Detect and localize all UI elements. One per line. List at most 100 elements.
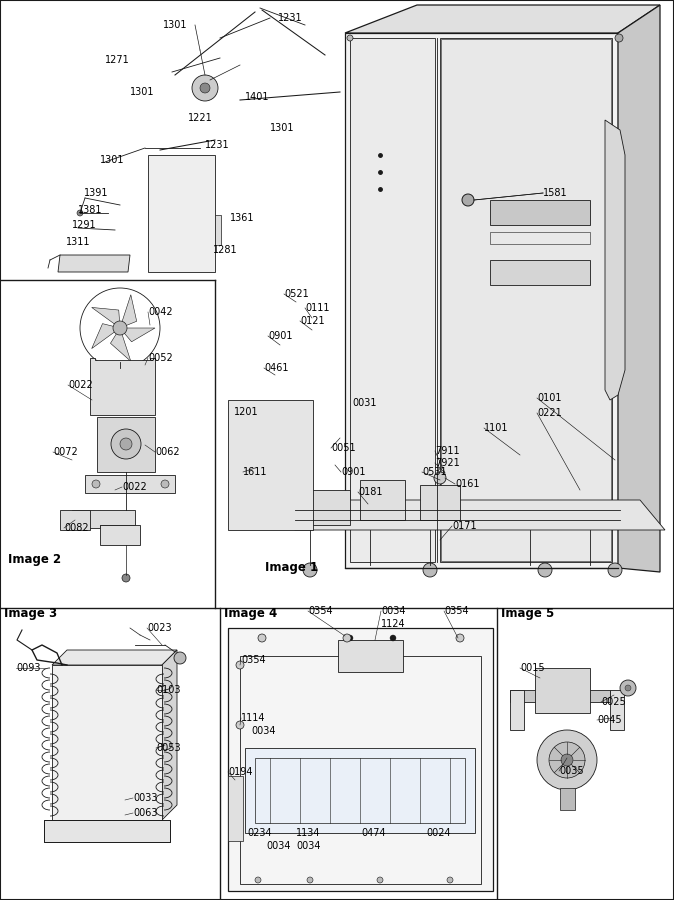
Circle shape — [255, 877, 261, 883]
Bar — [52, 665, 162, 820]
Circle shape — [549, 742, 585, 778]
Text: 1271: 1271 — [105, 55, 130, 65]
Polygon shape — [440, 38, 612, 562]
Text: 0171: 0171 — [452, 521, 477, 531]
Text: 1301: 1301 — [100, 155, 125, 165]
Bar — [535, 668, 590, 713]
Circle shape — [343, 634, 351, 642]
Bar — [490, 232, 590, 244]
Bar — [490, 260, 590, 285]
Text: 0531: 0531 — [422, 467, 447, 477]
Bar — [420, 485, 460, 520]
Bar — [560, 788, 575, 810]
Text: 1301: 1301 — [130, 87, 154, 97]
Text: 0035: 0035 — [559, 766, 584, 776]
Polygon shape — [345, 5, 660, 33]
Polygon shape — [92, 308, 120, 328]
Text: 0051: 0051 — [331, 443, 356, 453]
Text: 0072: 0072 — [53, 447, 78, 457]
Text: 1301: 1301 — [270, 123, 295, 133]
Circle shape — [347, 35, 353, 41]
Text: 1221: 1221 — [188, 113, 213, 123]
Circle shape — [390, 635, 396, 641]
Circle shape — [538, 563, 552, 577]
Text: Image 2: Image 2 — [8, 554, 61, 566]
Circle shape — [347, 635, 353, 641]
Text: 1114: 1114 — [241, 713, 266, 723]
Text: 1231: 1231 — [205, 140, 230, 150]
Polygon shape — [345, 33, 618, 568]
Text: 0042: 0042 — [148, 307, 173, 317]
Bar — [360, 480, 405, 520]
Polygon shape — [44, 820, 170, 842]
Polygon shape — [148, 155, 215, 272]
Bar — [97, 417, 155, 472]
Polygon shape — [270, 500, 665, 530]
Text: 0161: 0161 — [455, 479, 479, 489]
Bar — [44, 820, 170, 842]
Circle shape — [625, 685, 631, 691]
Polygon shape — [111, 328, 131, 361]
Circle shape — [608, 563, 622, 577]
Text: 0052: 0052 — [148, 353, 173, 363]
Polygon shape — [605, 120, 625, 400]
Circle shape — [120, 438, 132, 450]
Text: 1311: 1311 — [66, 237, 90, 247]
Circle shape — [307, 877, 313, 883]
Text: 0053: 0053 — [156, 743, 181, 753]
Text: 0063: 0063 — [133, 808, 158, 818]
Text: 0062: 0062 — [155, 447, 180, 457]
Text: 0022: 0022 — [122, 482, 147, 492]
Circle shape — [434, 472, 446, 484]
Circle shape — [122, 574, 130, 582]
Polygon shape — [120, 294, 137, 328]
Text: 1101: 1101 — [484, 423, 508, 433]
Circle shape — [377, 877, 383, 883]
Text: 0101: 0101 — [537, 393, 561, 403]
Circle shape — [537, 730, 597, 790]
Text: 0121: 0121 — [300, 316, 325, 326]
Text: 0103: 0103 — [156, 685, 181, 695]
Bar — [228, 776, 243, 841]
Polygon shape — [72, 510, 135, 528]
Text: 0354: 0354 — [308, 606, 333, 616]
Polygon shape — [100, 525, 140, 545]
Bar — [490, 200, 590, 225]
Text: 0023: 0023 — [147, 623, 172, 633]
Bar — [338, 640, 403, 672]
Bar — [85, 475, 175, 493]
Text: Image 1: Image 1 — [265, 561, 318, 573]
Text: 0024: 0024 — [426, 828, 451, 838]
Polygon shape — [162, 650, 177, 820]
Text: 1361: 1361 — [230, 213, 255, 223]
Text: 0015: 0015 — [520, 663, 545, 673]
Text: 1124: 1124 — [381, 619, 406, 629]
Text: 1281: 1281 — [213, 245, 238, 255]
Text: 0901: 0901 — [341, 467, 365, 477]
Circle shape — [113, 321, 127, 335]
Text: 0093: 0093 — [16, 663, 40, 673]
Polygon shape — [58, 255, 130, 272]
Bar — [215, 215, 221, 245]
Text: 0025: 0025 — [601, 697, 625, 707]
Circle shape — [77, 210, 83, 216]
Polygon shape — [610, 690, 624, 730]
Bar — [240, 656, 481, 884]
Text: 1581: 1581 — [543, 188, 568, 198]
Polygon shape — [90, 358, 155, 415]
Circle shape — [236, 661, 244, 669]
Bar — [510, 690, 610, 702]
Circle shape — [561, 754, 573, 766]
Text: 0474: 0474 — [361, 828, 386, 838]
Polygon shape — [618, 5, 660, 572]
Text: 0034: 0034 — [251, 726, 276, 736]
Text: 1231: 1231 — [278, 13, 303, 23]
Circle shape — [174, 652, 186, 664]
Text: 1401: 1401 — [245, 92, 270, 102]
Text: 0221: 0221 — [537, 408, 561, 418]
Text: 1301: 1301 — [163, 20, 187, 30]
Text: 0034: 0034 — [266, 841, 290, 851]
Text: 1611: 1611 — [243, 467, 268, 477]
Circle shape — [615, 34, 623, 42]
Circle shape — [161, 480, 169, 488]
